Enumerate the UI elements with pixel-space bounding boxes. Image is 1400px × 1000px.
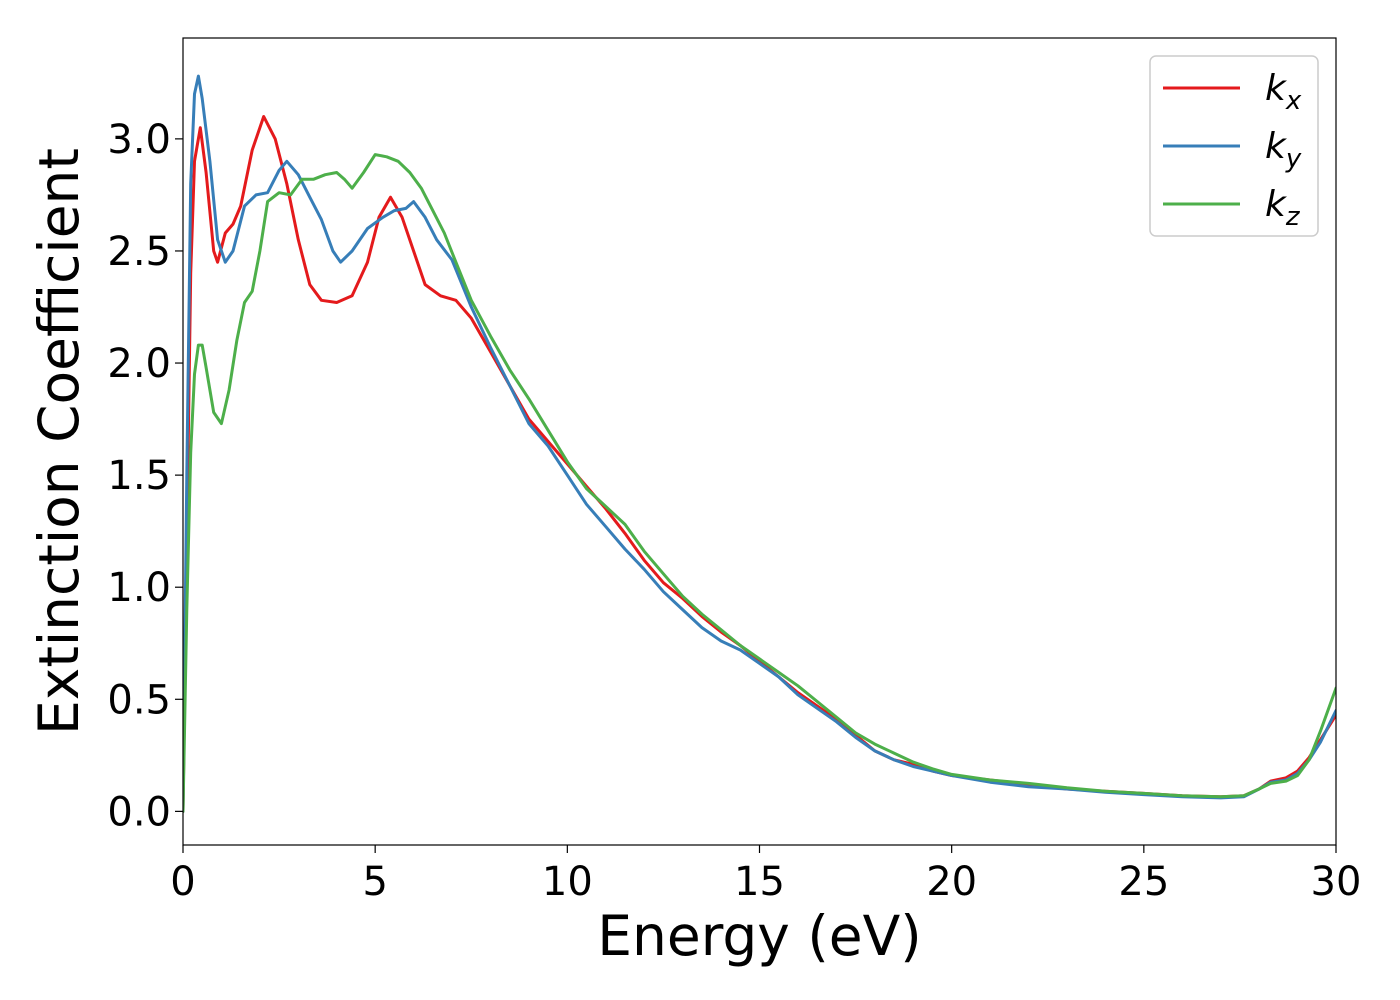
legend-label-y: ky [1265, 126, 1302, 174]
legend-label-subscript: x [1285, 86, 1302, 116]
y-axis-title: Extinction Coefficient [27, 148, 91, 735]
y-tick-label: 3.0 [107, 117, 171, 163]
y-tick-label: 1.0 [107, 565, 171, 611]
plot-lines [183, 74, 1336, 813]
legend-label-base: k [1265, 126, 1288, 167]
x-tick-label: 25 [1118, 859, 1169, 905]
y-tick-label: 2.0 [107, 341, 171, 387]
series-line-z [183, 153, 1336, 813]
x-axis: 0 5 10 15 20 25 30 [170, 845, 1361, 905]
legend-label-base: k [1265, 68, 1288, 109]
x-axis-title: Energy (eV) [597, 904, 921, 968]
legend-label-x: kx [1265, 68, 1302, 116]
legend-label-subscript: z [1285, 202, 1301, 232]
y-tick-label: 0.0 [107, 789, 171, 835]
y-axis: 0.0 0.5 1.0 1.5 2.0 2.5 3.0 [107, 117, 183, 835]
x-tick-label: 0 [170, 859, 195, 905]
x-tick-label: 15 [734, 859, 785, 905]
x-tick-label: 20 [926, 859, 977, 905]
y-tick-label: 2.5 [107, 229, 171, 275]
y-tick-label: 0.5 [107, 677, 171, 723]
y-tick-label: 1.5 [107, 453, 171, 499]
x-tick-label: 5 [362, 859, 387, 905]
legend-label-z: kz [1265, 184, 1301, 232]
x-tick-label: 10 [542, 859, 593, 905]
x-tick-label: 30 [1311, 859, 1362, 905]
legend-label-base: k [1265, 184, 1288, 225]
legend-label-subscript: y [1285, 144, 1302, 174]
